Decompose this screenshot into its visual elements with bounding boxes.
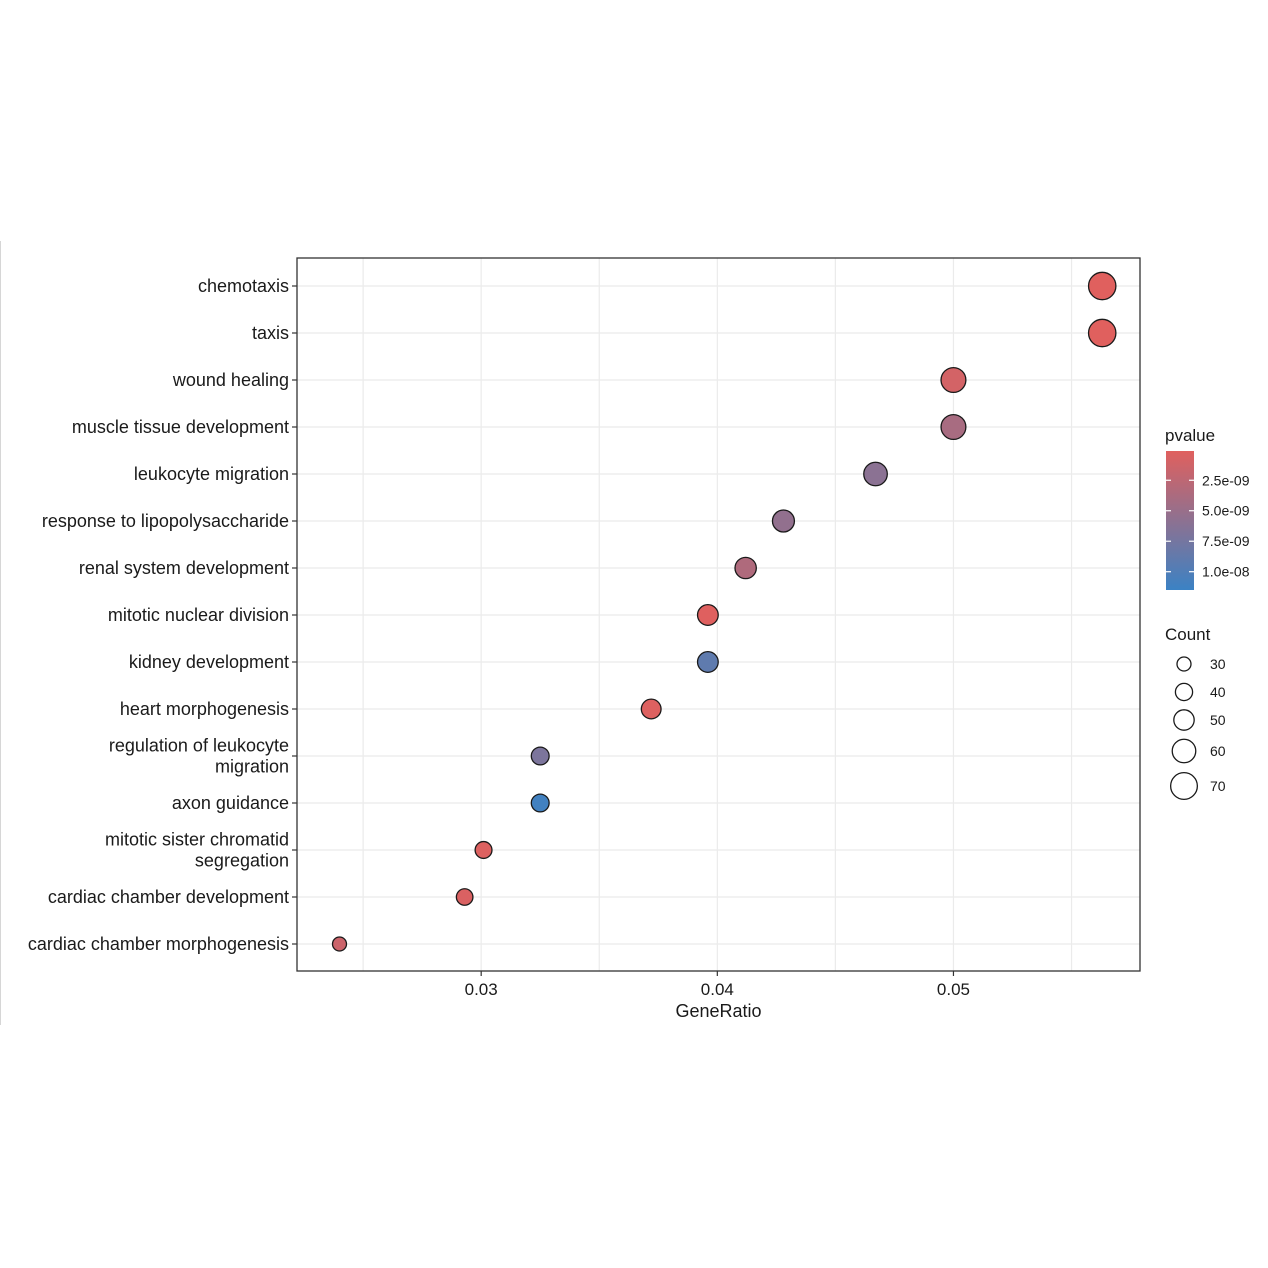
count-legend-key bbox=[1171, 738, 1197, 764]
data-point bbox=[1087, 318, 1117, 348]
y-axis: chemotaxis taxis wound healing muscle tissu… bbox=[28, 276, 297, 954]
y-tick-label: renal system development bbox=[79, 558, 289, 578]
pvalue-legend-label: 1.0e-08 bbox=[1202, 564, 1250, 580]
data-point bbox=[940, 366, 967, 394]
x-tick-label: 0.05 bbox=[937, 980, 970, 999]
pvalue-legend-label: 5.0e-09 bbox=[1202, 503, 1250, 519]
pvalue-legend: pvalue 2.5e-09 5.0e-09 7.5e-09 1.0e-08 bbox=[1165, 426, 1250, 590]
data-point bbox=[696, 651, 719, 673]
x-axis: 0.03 0.04 0.05 bbox=[465, 971, 970, 999]
y-tick-label: taxis bbox=[252, 323, 289, 343]
pvalue-legend-title: pvalue bbox=[1165, 426, 1215, 445]
y-tick-label: kidney development bbox=[129, 652, 289, 672]
data-points bbox=[331, 271, 1117, 952]
data-point bbox=[734, 556, 757, 580]
x-tick-label: 0.04 bbox=[701, 980, 734, 999]
count-legend-title: Count bbox=[1165, 625, 1211, 644]
y-tick-label: response to lipopolysaccharide bbox=[42, 511, 289, 531]
data-point bbox=[640, 698, 662, 720]
pvalue-legend-label: 7.5e-09 bbox=[1202, 533, 1250, 549]
pvalue-colorbar bbox=[1166, 451, 1194, 590]
grid-lines bbox=[297, 258, 1140, 971]
count-legend-label: 60 bbox=[1210, 743, 1226, 759]
x-axis-title: GeneRatio bbox=[675, 1001, 761, 1021]
count-legend-key bbox=[1174, 682, 1194, 702]
x-tick-label: 0.03 bbox=[465, 980, 498, 999]
y-tick-label: axon guidance bbox=[172, 793, 289, 813]
data-point bbox=[530, 746, 550, 766]
y-tick-label: cardiac chamber development bbox=[48, 887, 289, 907]
count-legend-key bbox=[1176, 656, 1192, 672]
count-legend-key bbox=[1173, 709, 1195, 731]
y-tick-label: wound healing bbox=[172, 370, 289, 390]
left-border-line bbox=[0, 241, 1, 1025]
count-legend-label: 40 bbox=[1210, 684, 1226, 700]
data-point bbox=[530, 793, 550, 813]
data-point bbox=[331, 936, 348, 952]
y-tick-label: mitotic sister chromatid segregation bbox=[105, 830, 289, 871]
data-point bbox=[1087, 271, 1117, 301]
count-legend-label: 70 bbox=[1210, 778, 1226, 794]
data-point bbox=[940, 413, 967, 441]
data-point bbox=[455, 888, 474, 906]
count-legend-label: 30 bbox=[1210, 656, 1226, 672]
y-tick-label: muscle tissue development bbox=[72, 417, 289, 437]
data-point bbox=[863, 461, 888, 487]
y-tick-label: leukocyte migration bbox=[134, 464, 289, 484]
y-tick-label: regulation of leukocyte migration bbox=[109, 736, 289, 777]
count-legend-key bbox=[1169, 771, 1199, 801]
count-legend-label: 50 bbox=[1210, 712, 1226, 728]
y-tick-label: chemotaxis bbox=[198, 276, 289, 296]
data-point bbox=[696, 604, 719, 626]
count-legend: Count 30 40 50 60 70 bbox=[1165, 625, 1226, 801]
y-tick-label: cardiac chamber morphogenesis bbox=[28, 934, 289, 954]
data-point bbox=[474, 840, 493, 860]
pvalue-legend-label: 2.5e-09 bbox=[1202, 472, 1250, 488]
data-point bbox=[771, 509, 796, 533]
y-tick-label: mitotic nuclear division bbox=[108, 605, 289, 625]
y-tick-label: heart morphogenesis bbox=[120, 699, 289, 719]
